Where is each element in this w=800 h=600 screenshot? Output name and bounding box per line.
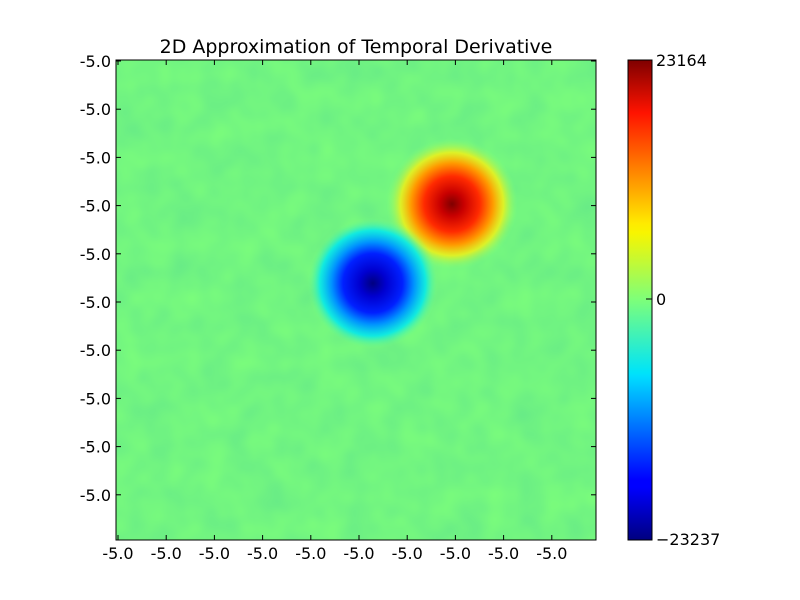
y-tick-label: -5.0: [80, 148, 111, 167]
y-tick-label: -5.0: [80, 389, 111, 408]
y-tick-label: -5.0: [80, 486, 111, 505]
heatmap: [116, 60, 596, 540]
colorbar-label-max: 23164: [656, 51, 707, 70]
colorbar-label-min: −23237: [656, 530, 720, 549]
y-tick-label: -5.0: [80, 52, 111, 71]
x-tick-label: -5.0: [440, 544, 471, 563]
x-axis: -5.0 -5.0 -5.0 -5.0 -5.0 -5.0 -5.0 -5.0 -5.0 -5.0: [102, 60, 567, 563]
x-tick-label: -5.0: [343, 544, 374, 563]
colorbar: 23164 0 −23237: [627, 51, 720, 549]
x-tick-label: -5.0: [295, 544, 326, 563]
colorbar-gradient: [628, 60, 652, 540]
chart-title: 2D Approximation of Temporal Derivative: [160, 36, 553, 58]
x-tick-label: -5.0: [392, 544, 423, 563]
heatmap-features: [306, 138, 518, 350]
x-tick-label: -5.0: [488, 544, 519, 563]
x-tick-label: -5.0: [199, 544, 230, 563]
plot-frame: [115, 59, 597, 541]
heatmap-feature-negative: [306, 217, 439, 350]
y-tick-label: -5.0: [80, 100, 111, 119]
x-tick-label: -5.0: [536, 544, 567, 563]
y-tick-label: -5.0: [80, 245, 111, 264]
y-tick-label: -5.0: [80, 438, 111, 457]
y-axis: -5.0 -5.0 -5.0 -5.0 -5.0 -5.0 -5.0 -5.0 -5.0 -5.0: [80, 52, 596, 505]
y-tick-label: -5.0: [80, 341, 111, 360]
colorbar-label-zero: 0: [656, 290, 666, 309]
x-tick-label: -5.0: [151, 544, 182, 563]
x-tick-label: -5.0: [247, 544, 278, 563]
x-tick-label: -5.0: [102, 544, 133, 563]
colorbar-frame: [627, 59, 653, 541]
y-tick-label: -5.0: [80, 293, 111, 312]
y-tick-label: -5.0: [80, 197, 111, 216]
